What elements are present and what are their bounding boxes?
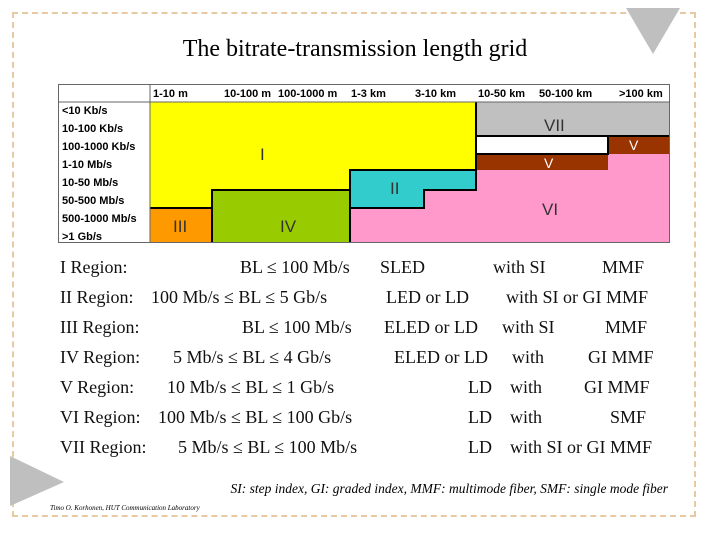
region-source: LED or LD	[386, 287, 469, 307]
region-coupling: with	[512, 347, 545, 367]
distance-header: 50-100 km	[539, 88, 592, 100]
bitrate-label: 10-100 Kb/s	[62, 123, 123, 135]
region-name: III Region:	[60, 317, 140, 337]
region-range: BL ≤ 100 Mb/s	[242, 317, 352, 337]
region-I	[150, 102, 476, 208]
region-source: SLED	[380, 257, 425, 277]
distance-header: 3-10 km	[415, 88, 456, 100]
corner-triangle-icon	[10, 456, 64, 506]
region-source: ELED or LD	[384, 317, 478, 337]
region-source: LD	[468, 437, 492, 457]
region-name: I Region:	[60, 257, 128, 277]
region-name: VI Region:	[60, 407, 141, 427]
region-name: II Region:	[60, 287, 134, 307]
region-fiber: MMF	[602, 257, 645, 277]
corner-triangle-icon	[626, 8, 680, 54]
slide-title: The bitrate-transmission length grid	[182, 36, 528, 62]
region-label-V: V	[629, 137, 639, 153]
bitrate-label: 100-1000 Kb/s	[62, 141, 135, 153]
bitrate-label: <10 Kb/s	[62, 105, 108, 117]
region-range: 5 Mb/s ≤ BL ≤ 4 Gb/s	[173, 347, 332, 367]
distance-header: 100-1000 m	[278, 88, 338, 100]
bitrate-label: 1-10 Mb/s	[62, 159, 112, 171]
distance-header: 1-3 km	[351, 88, 386, 100]
region-name: IV Region:	[60, 347, 141, 367]
region-coupling: with SI	[493, 257, 546, 277]
bitrate-length-grid: 1-10 m 10-100 m 100-1000 m 1-3 km 3-10 k…	[58, 84, 670, 246]
region-coupling: with	[510, 407, 543, 427]
region-fiber: GI MMF	[588, 347, 654, 367]
region-label-VII: VII	[544, 116, 565, 135]
region-coupling: with	[510, 377, 543, 397]
region-range: 10 Mb/s ≤ BL ≤ 1 Gb/s	[167, 377, 335, 397]
region-fiber: GI MMF	[584, 377, 650, 397]
region-coupling: with SI or GI MMF	[510, 437, 653, 457]
bitrate-label: 50-500 Mb/s	[62, 195, 124, 207]
region-name: V Region:	[60, 377, 135, 397]
region-V-upper	[608, 136, 670, 154]
bitrate-label: 500-1000 Mb/s	[62, 213, 137, 225]
region-label-II: II	[390, 179, 399, 198]
footnote: SI: step index, GI: graded index, MMF: m…	[230, 481, 668, 496]
region-source: LD	[468, 377, 492, 397]
region-range: 5 Mb/s ≤ BL ≤ 100 Mb/s	[178, 437, 358, 457]
region-label-IV: IV	[280, 217, 297, 236]
distance-header: >100 km	[619, 88, 663, 100]
region-fiber: SMF	[610, 407, 647, 427]
region-label-VI: VI	[542, 200, 558, 219]
region-range: 100 Mb/s ≤ BL ≤ 5 Gb/s	[151, 287, 328, 307]
bitrate-label: 10-50 Mb/s	[62, 177, 118, 189]
credit-line: Timo O. Korhonen, HUT Communication Labo…	[50, 504, 200, 512]
region-label-III: III	[173, 217, 187, 236]
region-range: BL ≤ 100 Mb/s	[240, 257, 350, 277]
region-label-V: V	[544, 155, 554, 171]
distance-header: 10-50 km	[478, 88, 525, 100]
region-coupling: with SI	[502, 317, 555, 337]
region-source: ELED or LD	[394, 347, 488, 367]
region-coupling: with SI or GI MMF	[506, 287, 649, 307]
region-source: LD	[468, 407, 492, 427]
slide-frame	[12, 12, 696, 517]
region-IV	[212, 190, 350, 243]
region-fiber: MMF	[605, 317, 648, 337]
region-VI	[350, 154, 670, 243]
region-name: VII Region:	[60, 437, 147, 457]
region-range: 100 Mb/s ≤ BL ≤ 100 Gb/s	[158, 407, 353, 427]
bitrate-label: >1 Gb/s	[62, 231, 102, 243]
region-label-I: I	[260, 145, 265, 164]
region-VII	[476, 102, 670, 136]
region-V-lower	[476, 154, 608, 170]
region-III	[150, 208, 212, 243]
distance-header: 10-100 m	[224, 88, 271, 100]
distance-header: 1-10 m	[153, 88, 188, 100]
region-II	[350, 170, 476, 208]
